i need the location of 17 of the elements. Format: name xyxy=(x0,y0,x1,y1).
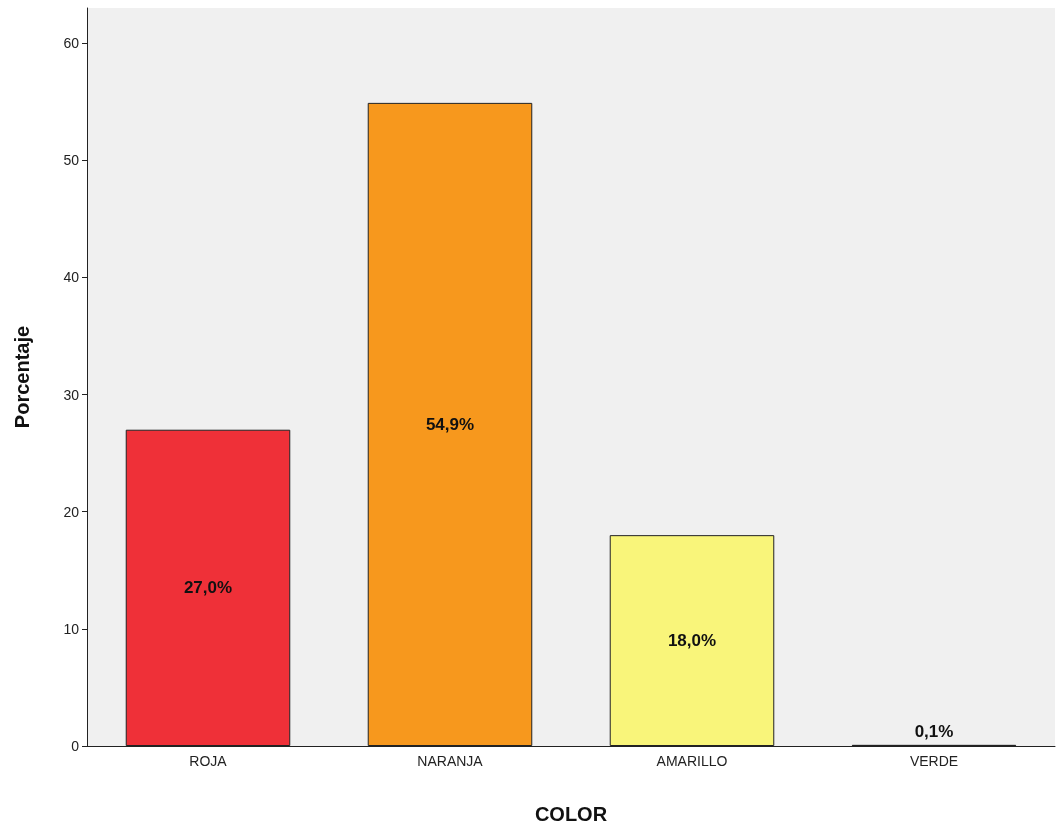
data-label: 18,0% xyxy=(667,631,717,651)
y-tick-label: 0 xyxy=(71,738,80,754)
y-tick-label: 10 xyxy=(63,620,80,637)
x-tick-label: NARANJA xyxy=(417,753,484,769)
data-label: 54,9% xyxy=(425,414,475,434)
y-tick-label: 30 xyxy=(63,386,80,403)
x-tick-label: ROJA xyxy=(189,753,228,769)
y-tick-label: 60 xyxy=(63,35,80,52)
x-tick-label: VERDE xyxy=(909,753,959,769)
data-label: 0,1% xyxy=(914,721,954,741)
x-axis-title: COLOR xyxy=(534,803,608,825)
y-tick-label: 50 xyxy=(63,152,80,169)
data-label: 27,0% xyxy=(183,578,233,598)
y-tick-label: 20 xyxy=(63,503,80,520)
x-tick-label: AMARILLO xyxy=(656,753,728,769)
y-tick-label: 40 xyxy=(63,269,80,286)
y-axis-title: Porcentaje xyxy=(11,325,33,429)
